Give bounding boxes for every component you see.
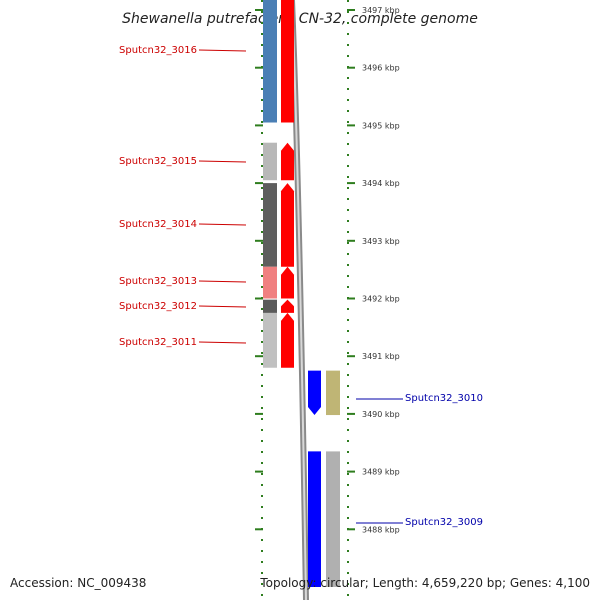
sputcn32-3009-detail-bar[interactable] <box>326 451 340 587</box>
sputcn32-3015-leader <box>198 160 247 163</box>
sputcn32-3013-arrow[interactable] <box>281 266 294 299</box>
sputcn32-3013-label[interactable]: Sputcn32_3013 <box>119 276 197 287</box>
sputcn32-3014-label[interactable]: Sputcn32_3014 <box>119 219 197 230</box>
map-title: Shewanella putrefaciens CN-32, complete … <box>122 11 478 27</box>
sputcn32-3016-arrow[interactable] <box>281 0 294 123</box>
sputcn32-3014-detail-bar[interactable] <box>263 183 277 267</box>
sputcn32-3013-detail-bar[interactable] <box>263 266 277 299</box>
sputcn32-3015-label[interactable]: Sputcn32_3015 <box>119 156 197 167</box>
topology-text: Topology: circular; Length: 4,659,220 bp… <box>260 576 590 590</box>
tick-label: 3488 kbp <box>362 525 400 534</box>
sputcn32-3011-arrow[interactable] <box>281 312 294 368</box>
sputcn32-3010-label[interactable]: Sputcn32_3010 <box>405 393 483 404</box>
tick-label: 3491 kbp <box>362 352 400 361</box>
tick-label: 3496 kbp <box>362 64 400 73</box>
tick-label: 3494 kbp <box>362 179 400 188</box>
sputcn32-3012-detail-bar[interactable] <box>263 299 277 313</box>
sputcn32-3014-leader <box>198 223 247 226</box>
sputcn32-3012-leader <box>198 305 247 308</box>
sputcn32-3016-label[interactable]: Sputcn32_3016 <box>119 45 197 56</box>
sputcn32-3015-arrow[interactable] <box>281 142 294 181</box>
tick-label: 3490 kbp <box>362 410 400 419</box>
scale-ticks: 3497 kbp 3496 kbp 3495 kbp 3494 kbp 3493 kbp… <box>255 0 400 600</box>
accession-text: Accession: NC_009438 <box>10 576 147 590</box>
sputcn32-3011-label[interactable]: Sputcn32_3011 <box>119 337 197 348</box>
tick-label: 3493 kbp <box>362 237 400 246</box>
sputcn32-3010-detail-bar[interactable] <box>326 370 340 416</box>
sputcn32-3014-arrow[interactable] <box>281 183 294 267</box>
tick-label: 3497 kbp <box>362 6 400 15</box>
sputcn32-3011-detail-bar[interactable] <box>263 312 277 368</box>
sputcn32-3012-label[interactable]: Sputcn32_3012 <box>119 301 197 312</box>
tick-label: 3492 kbp <box>362 295 400 304</box>
sputcn32-3010-arrow[interactable] <box>308 370 321 416</box>
tick-label: 3489 kbp <box>362 468 400 477</box>
sputcn32-3009-label[interactable]: Sputcn32_3009 <box>405 517 483 528</box>
sputcn32-3016-leader <box>198 49 247 52</box>
sputcn32-3009-arrow[interactable] <box>308 451 321 587</box>
sputcn32-3012-arrow[interactable] <box>281 299 294 313</box>
backbone-highlight <box>291 0 307 600</box>
sputcn32-3013-leader <box>198 280 247 283</box>
genome-backbone <box>289 0 309 600</box>
sputcn32-3015-detail-bar[interactable] <box>263 142 277 181</box>
sputcn32-3011-leader <box>198 341 247 344</box>
tick-label: 3495 kbp <box>362 121 400 130</box>
feature-layer <box>263 0 340 587</box>
feature-labels: Sputcn32_3016 Sputcn32_3015 Sputcn32_3014 S… <box>119 45 483 528</box>
sputcn32-3016-detail-bar[interactable] <box>263 0 277 123</box>
